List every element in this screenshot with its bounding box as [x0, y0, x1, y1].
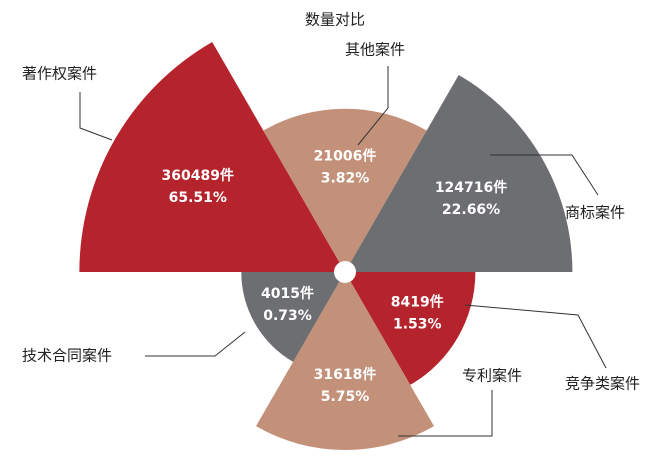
category-label: 著作权案件	[22, 65, 97, 83]
category-label: 其他案件	[345, 41, 405, 59]
category-label: 商标案件	[565, 204, 625, 222]
leader-line	[464, 304, 607, 369]
category-label: 专利案件	[462, 367, 522, 385]
rose-sector	[263, 108, 427, 273]
leader-line	[398, 390, 493, 437]
value-label: 4015件	[261, 285, 314, 302]
leader-line	[79, 92, 113, 141]
category-label: 竞争类案件	[565, 375, 640, 393]
share-label: 5.75%	[321, 389, 370, 405]
share-label: 65.51%	[169, 190, 227, 206]
chart-title: 数量对比	[305, 11, 365, 29]
value-label: 31618件	[314, 366, 377, 383]
leader-line	[490, 154, 599, 196]
value-label: 360489件	[162, 167, 234, 184]
rose-sector	[255, 272, 435, 451]
value-label: 21006件	[314, 147, 377, 164]
value-label: 8419件	[391, 294, 444, 311]
category-label: 技术合同案件	[22, 347, 112, 365]
leader-line	[145, 331, 246, 357]
value-label: 124716件	[435, 179, 507, 196]
leader-line	[357, 66, 389, 146]
rose-sector	[345, 272, 476, 385]
share-label: 3.82%	[321, 170, 370, 186]
share-label: 22.66%	[442, 202, 500, 218]
center-hole	[334, 261, 356, 283]
rose-sector	[345, 75, 573, 272]
share-label: 1.53%	[393, 317, 442, 333]
share-label: 0.73%	[263, 308, 312, 324]
rose-sector	[241, 272, 345, 362]
rose-sector	[79, 41, 346, 272]
